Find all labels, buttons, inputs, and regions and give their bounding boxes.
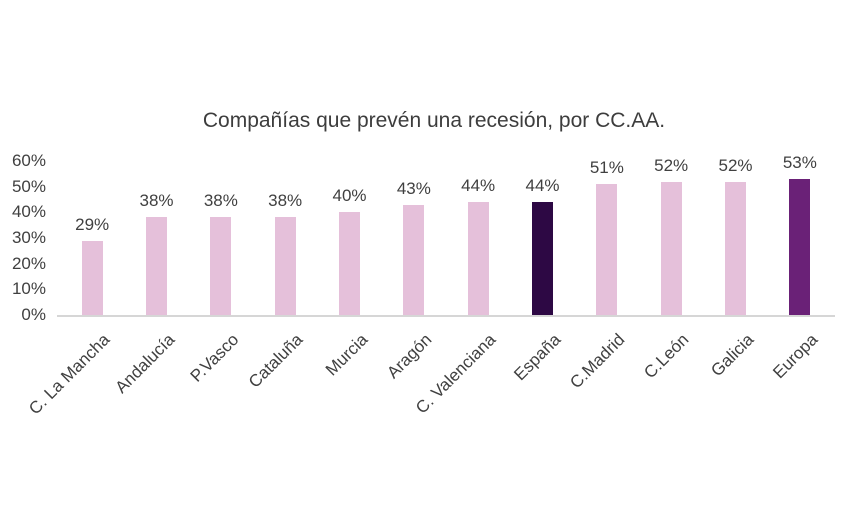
x-tick-label: P.Vasco bbox=[186, 330, 243, 386]
x-tick-label: C.León bbox=[640, 330, 693, 383]
x-tick-label: C. La Mancha bbox=[25, 330, 114, 419]
x-tick-label: Andalucía bbox=[111, 330, 178, 397]
bar bbox=[403, 205, 425, 315]
bar bbox=[596, 184, 618, 315]
bar-value-label: 38% bbox=[268, 191, 303, 210]
bar bbox=[725, 182, 746, 315]
y-tick-label: 20% bbox=[11, 253, 46, 273]
bar bbox=[81, 241, 103, 315]
bar bbox=[210, 217, 232, 315]
bar bbox=[146, 217, 167, 315]
x-tick-label: Aragón bbox=[383, 330, 436, 383]
bar bbox=[274, 217, 296, 315]
y-tick-label: 0% bbox=[21, 305, 46, 324]
bar bbox=[339, 212, 360, 315]
y-tick-label: 60% bbox=[11, 151, 46, 170]
bar-value-label: 38% bbox=[203, 191, 238, 210]
bar-value-label: 44% bbox=[525, 176, 560, 195]
x-tick-label: Cataluña bbox=[245, 330, 307, 392]
bar-value-label: 51% bbox=[589, 158, 624, 177]
chart-title: Compañías que prevén una recesión, por C… bbox=[202, 109, 666, 132]
bar-value-label: 40% bbox=[332, 186, 367, 205]
y-tick-label: 10% bbox=[11, 279, 46, 299]
x-tick-label: C.Madrid bbox=[566, 330, 629, 393]
bar-value-label: 52% bbox=[718, 156, 753, 175]
bar bbox=[789, 179, 811, 315]
bar-value-label: 53% bbox=[782, 153, 817, 172]
bar-value-label: 52% bbox=[654, 156, 689, 175]
x-axis-line bbox=[57, 315, 835, 317]
x-tick-label: Galicia bbox=[706, 330, 757, 381]
y-tick-label: 50% bbox=[11, 176, 46, 196]
y-tick-label: 30% bbox=[11, 228, 46, 247]
x-tick-label: España bbox=[509, 330, 564, 385]
x-tick-label: Murcia bbox=[321, 330, 371, 380]
bar-value-label: 29% bbox=[75, 215, 110, 234]
bar-value-label: 44% bbox=[461, 176, 496, 195]
bar bbox=[467, 202, 489, 315]
bar bbox=[532, 202, 553, 315]
bar bbox=[660, 182, 682, 315]
bar-value-label: 43% bbox=[396, 179, 431, 198]
y-tick-label: 40% bbox=[11, 202, 46, 222]
x-tick-label: Europa bbox=[769, 330, 822, 383]
bar-value-label: 38% bbox=[139, 191, 174, 210]
